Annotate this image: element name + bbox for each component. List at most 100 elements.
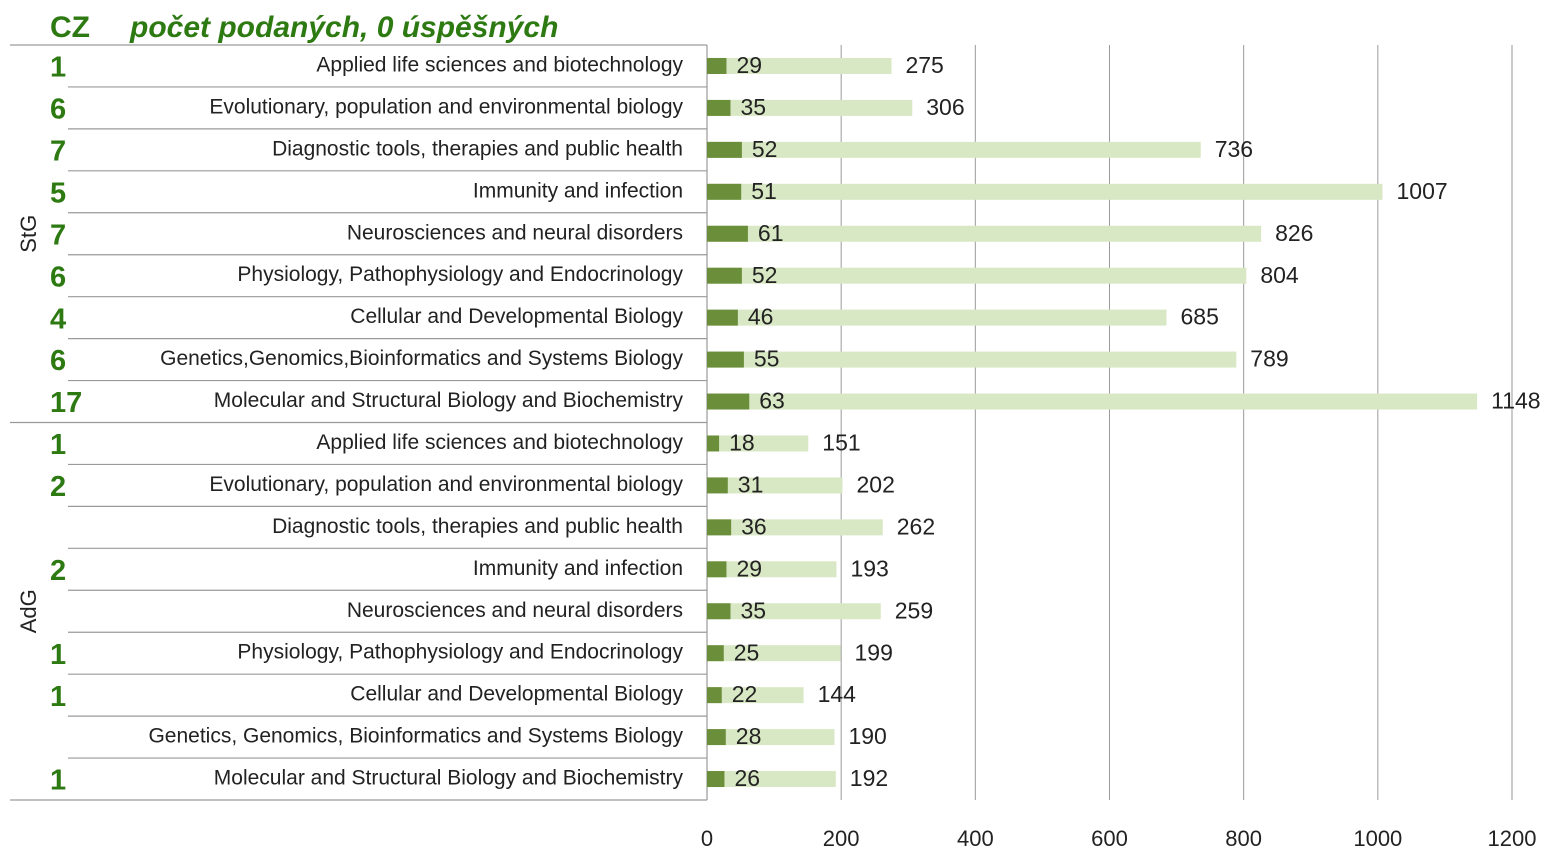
category-label: Cellular and Developmental Biology	[350, 683, 683, 706]
category-label: Immunity and infection	[473, 557, 683, 580]
value-label: 144	[818, 681, 857, 707]
bar	[707, 225, 1262, 242]
bar	[707, 99, 731, 116]
value-label: 199	[854, 639, 892, 665]
bar	[707, 351, 744, 368]
value-label: 55	[754, 346, 780, 372]
cz-count: 1	[50, 639, 66, 671]
value-label: 789	[1250, 346, 1288, 372]
bar	[707, 225, 748, 242]
category-label: Physiology, Pathophysiology and Endocrin…	[237, 641, 683, 664]
bar	[707, 603, 731, 620]
bar	[707, 57, 892, 74]
bar	[707, 771, 725, 788]
cz-count: 7	[50, 219, 66, 251]
bar	[707, 183, 742, 200]
x-tick-label: 400	[957, 826, 994, 851]
value-label: 190	[848, 723, 886, 749]
bar	[707, 771, 836, 788]
group-label: StG	[16, 215, 41, 253]
bar	[707, 141, 742, 158]
group-label: AdG	[16, 589, 41, 633]
cz-count: 2	[50, 555, 66, 587]
bar	[707, 729, 726, 746]
value-label: 18	[729, 430, 755, 456]
value-label: 192	[850, 765, 888, 791]
bar	[707, 435, 720, 452]
value-label: 202	[857, 471, 895, 497]
x-tick-label: 200	[823, 826, 860, 851]
chart-subtitle: počet podaných, 0 úspěšných	[129, 11, 558, 44]
value-label: 151	[822, 430, 860, 456]
category-label: Diagnostic tools, therapies and public h…	[272, 137, 683, 160]
bar	[707, 477, 728, 494]
value-label: 46	[748, 304, 774, 330]
value-label: 61	[758, 220, 784, 246]
value-label: 736	[1215, 136, 1253, 162]
value-label: 35	[740, 94, 766, 120]
category-label: Genetics,Genomics,Bioinformatics and Sys…	[160, 347, 683, 370]
cz-count: 1	[50, 681, 66, 713]
value-label: 63	[759, 388, 785, 414]
bar	[707, 267, 742, 284]
value-label: 826	[1275, 220, 1313, 246]
bar	[707, 99, 913, 116]
value-label: 36	[741, 513, 767, 539]
value-label: 29	[736, 52, 762, 78]
x-tick-label: 600	[1091, 826, 1128, 851]
value-label: 22	[732, 681, 758, 707]
value-label: 35	[740, 597, 766, 623]
value-label: 51	[751, 178, 777, 204]
cz-count: 2	[50, 471, 66, 503]
x-tick-label: 1200	[1488, 826, 1537, 851]
cz-count: 6	[50, 261, 66, 293]
category-label: Applied life sciences and biotechnology	[316, 431, 683, 454]
bar	[707, 183, 1383, 200]
category-label: Molecular and Structural Biology and Bio…	[214, 767, 684, 790]
cz-count: 4	[50, 303, 66, 335]
cz-count: 1	[50, 52, 66, 84]
bar	[707, 267, 1247, 284]
category-label: Evolutionary, population and environment…	[209, 473, 683, 496]
category-label: Neurosciences and neural disorders	[347, 599, 683, 622]
x-tick-label: 0	[701, 826, 713, 851]
cz-count: 7	[50, 136, 66, 168]
category-label: Molecular and Structural Biology and Bio…	[214, 389, 684, 412]
value-label: 685	[1181, 304, 1219, 330]
value-label: 29	[736, 555, 762, 581]
category-label: Genetics, Genomics, Bioinformatics and S…	[148, 725, 683, 748]
value-label: 28	[736, 723, 762, 749]
bar	[707, 309, 1167, 326]
value-label: 52	[752, 262, 778, 288]
bar	[707, 351, 1237, 368]
bar	[707, 519, 732, 536]
bar	[707, 687, 804, 704]
value-label: 31	[738, 471, 764, 497]
bar	[707, 687, 722, 704]
value-label: 262	[897, 513, 935, 539]
value-label: 306	[926, 94, 964, 120]
category-label: Neurosciences and neural disorders	[347, 221, 683, 244]
bar	[707, 57, 727, 74]
category-label: Immunity and infection	[473, 179, 683, 202]
bar	[707, 561, 837, 578]
category-label: Diagnostic tools, therapies and public h…	[272, 515, 683, 538]
value-label: 1007	[1397, 178, 1448, 204]
value-label: 1148	[1491, 388, 1540, 414]
bar	[707, 603, 881, 620]
value-label: 193	[850, 555, 888, 581]
value-label: 804	[1260, 262, 1299, 288]
value-label: 275	[905, 52, 943, 78]
bar	[707, 393, 1478, 410]
bar	[707, 309, 738, 326]
bar	[707, 561, 727, 578]
bar	[707, 729, 835, 746]
cz-count: 5	[50, 177, 66, 209]
category-label: Evolutionary, population and environment…	[209, 95, 683, 118]
value-label: 259	[895, 597, 933, 623]
cz-count: 6	[50, 94, 66, 126]
category-label: Applied life sciences and biotechnology	[316, 54, 683, 77]
bar	[707, 141, 1201, 158]
bar	[707, 519, 883, 536]
